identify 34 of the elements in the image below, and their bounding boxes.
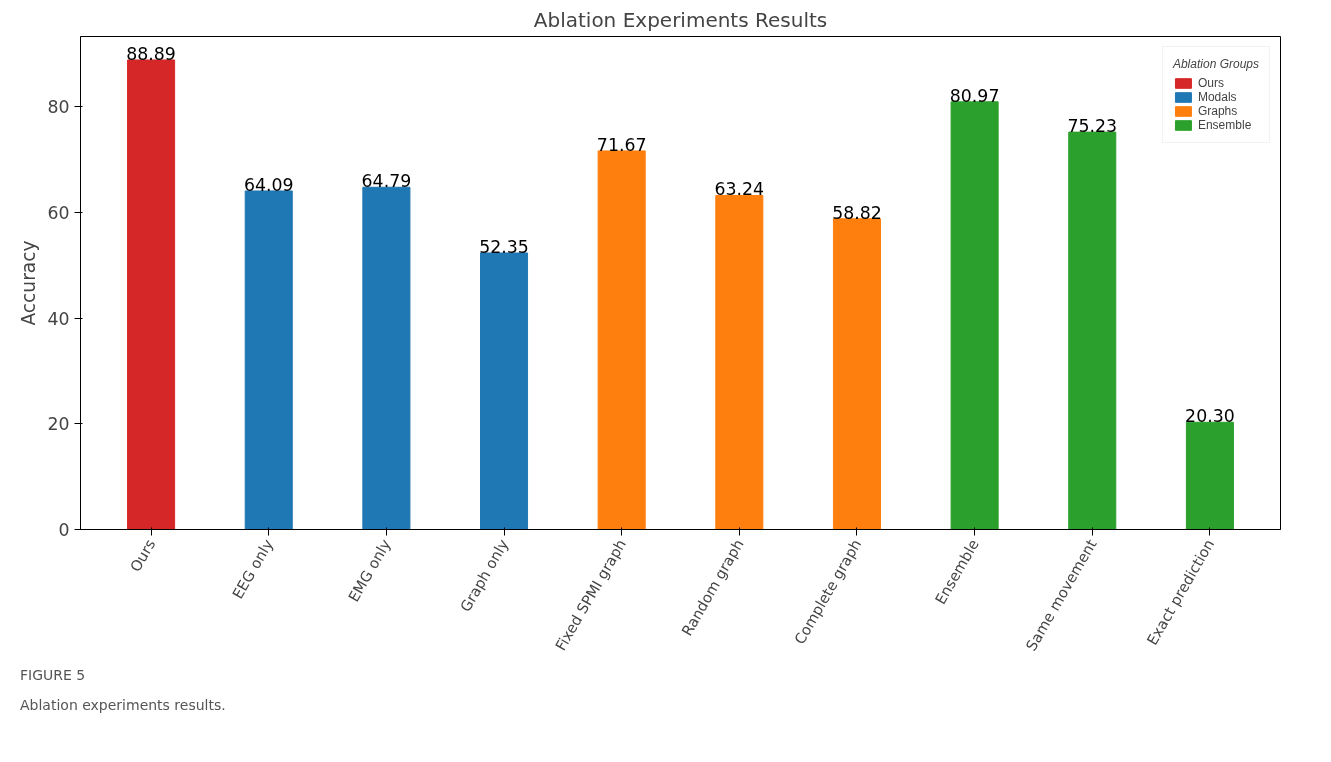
legend-label: Modals	[1197, 90, 1237, 104]
bar	[362, 186, 411, 530]
legend-label: Ours	[1197, 76, 1224, 90]
bar	[950, 101, 999, 530]
data-label: 52.35	[479, 236, 529, 257]
chart-title: Ablation Experiments Results	[533, 7, 828, 32]
y-axis-title: Accuracy	[18, 240, 40, 326]
legend-title: Ablation Groups	[1172, 57, 1259, 71]
data-label: 80.97	[949, 85, 1000, 106]
y-tick-label: 60	[47, 203, 70, 224]
data-label: 88.89	[126, 43, 176, 64]
bar	[832, 218, 881, 530]
bar	[127, 59, 176, 530]
bar	[1185, 421, 1234, 530]
bar	[1068, 131, 1117, 530]
y-tick-label: 80	[47, 97, 70, 118]
data-label: 63.24	[714, 179, 765, 200]
data-label: 64.79	[361, 171, 412, 192]
data-label: 71.67	[596, 134, 647, 155]
caption: FIGURE 5	[20, 666, 86, 685]
bar	[480, 252, 529, 530]
legend-label: Ensemble	[1197, 118, 1252, 132]
data-label: 64.09	[243, 174, 294, 195]
legend-label: Graphs	[1197, 104, 1238, 118]
y-tick-label: 20	[47, 414, 70, 435]
data-label: 75.23	[1067, 116, 1118, 137]
bar	[597, 150, 646, 530]
y-tick-label: 0	[58, 520, 70, 540]
data-label: 20.30	[1185, 406, 1235, 427]
y-tick-label: 40	[47, 308, 70, 329]
data-label: 58.82	[832, 202, 882, 223]
bar	[715, 194, 764, 530]
text: Ablation experiments results.	[20, 696, 226, 715]
bar	[244, 190, 293, 530]
